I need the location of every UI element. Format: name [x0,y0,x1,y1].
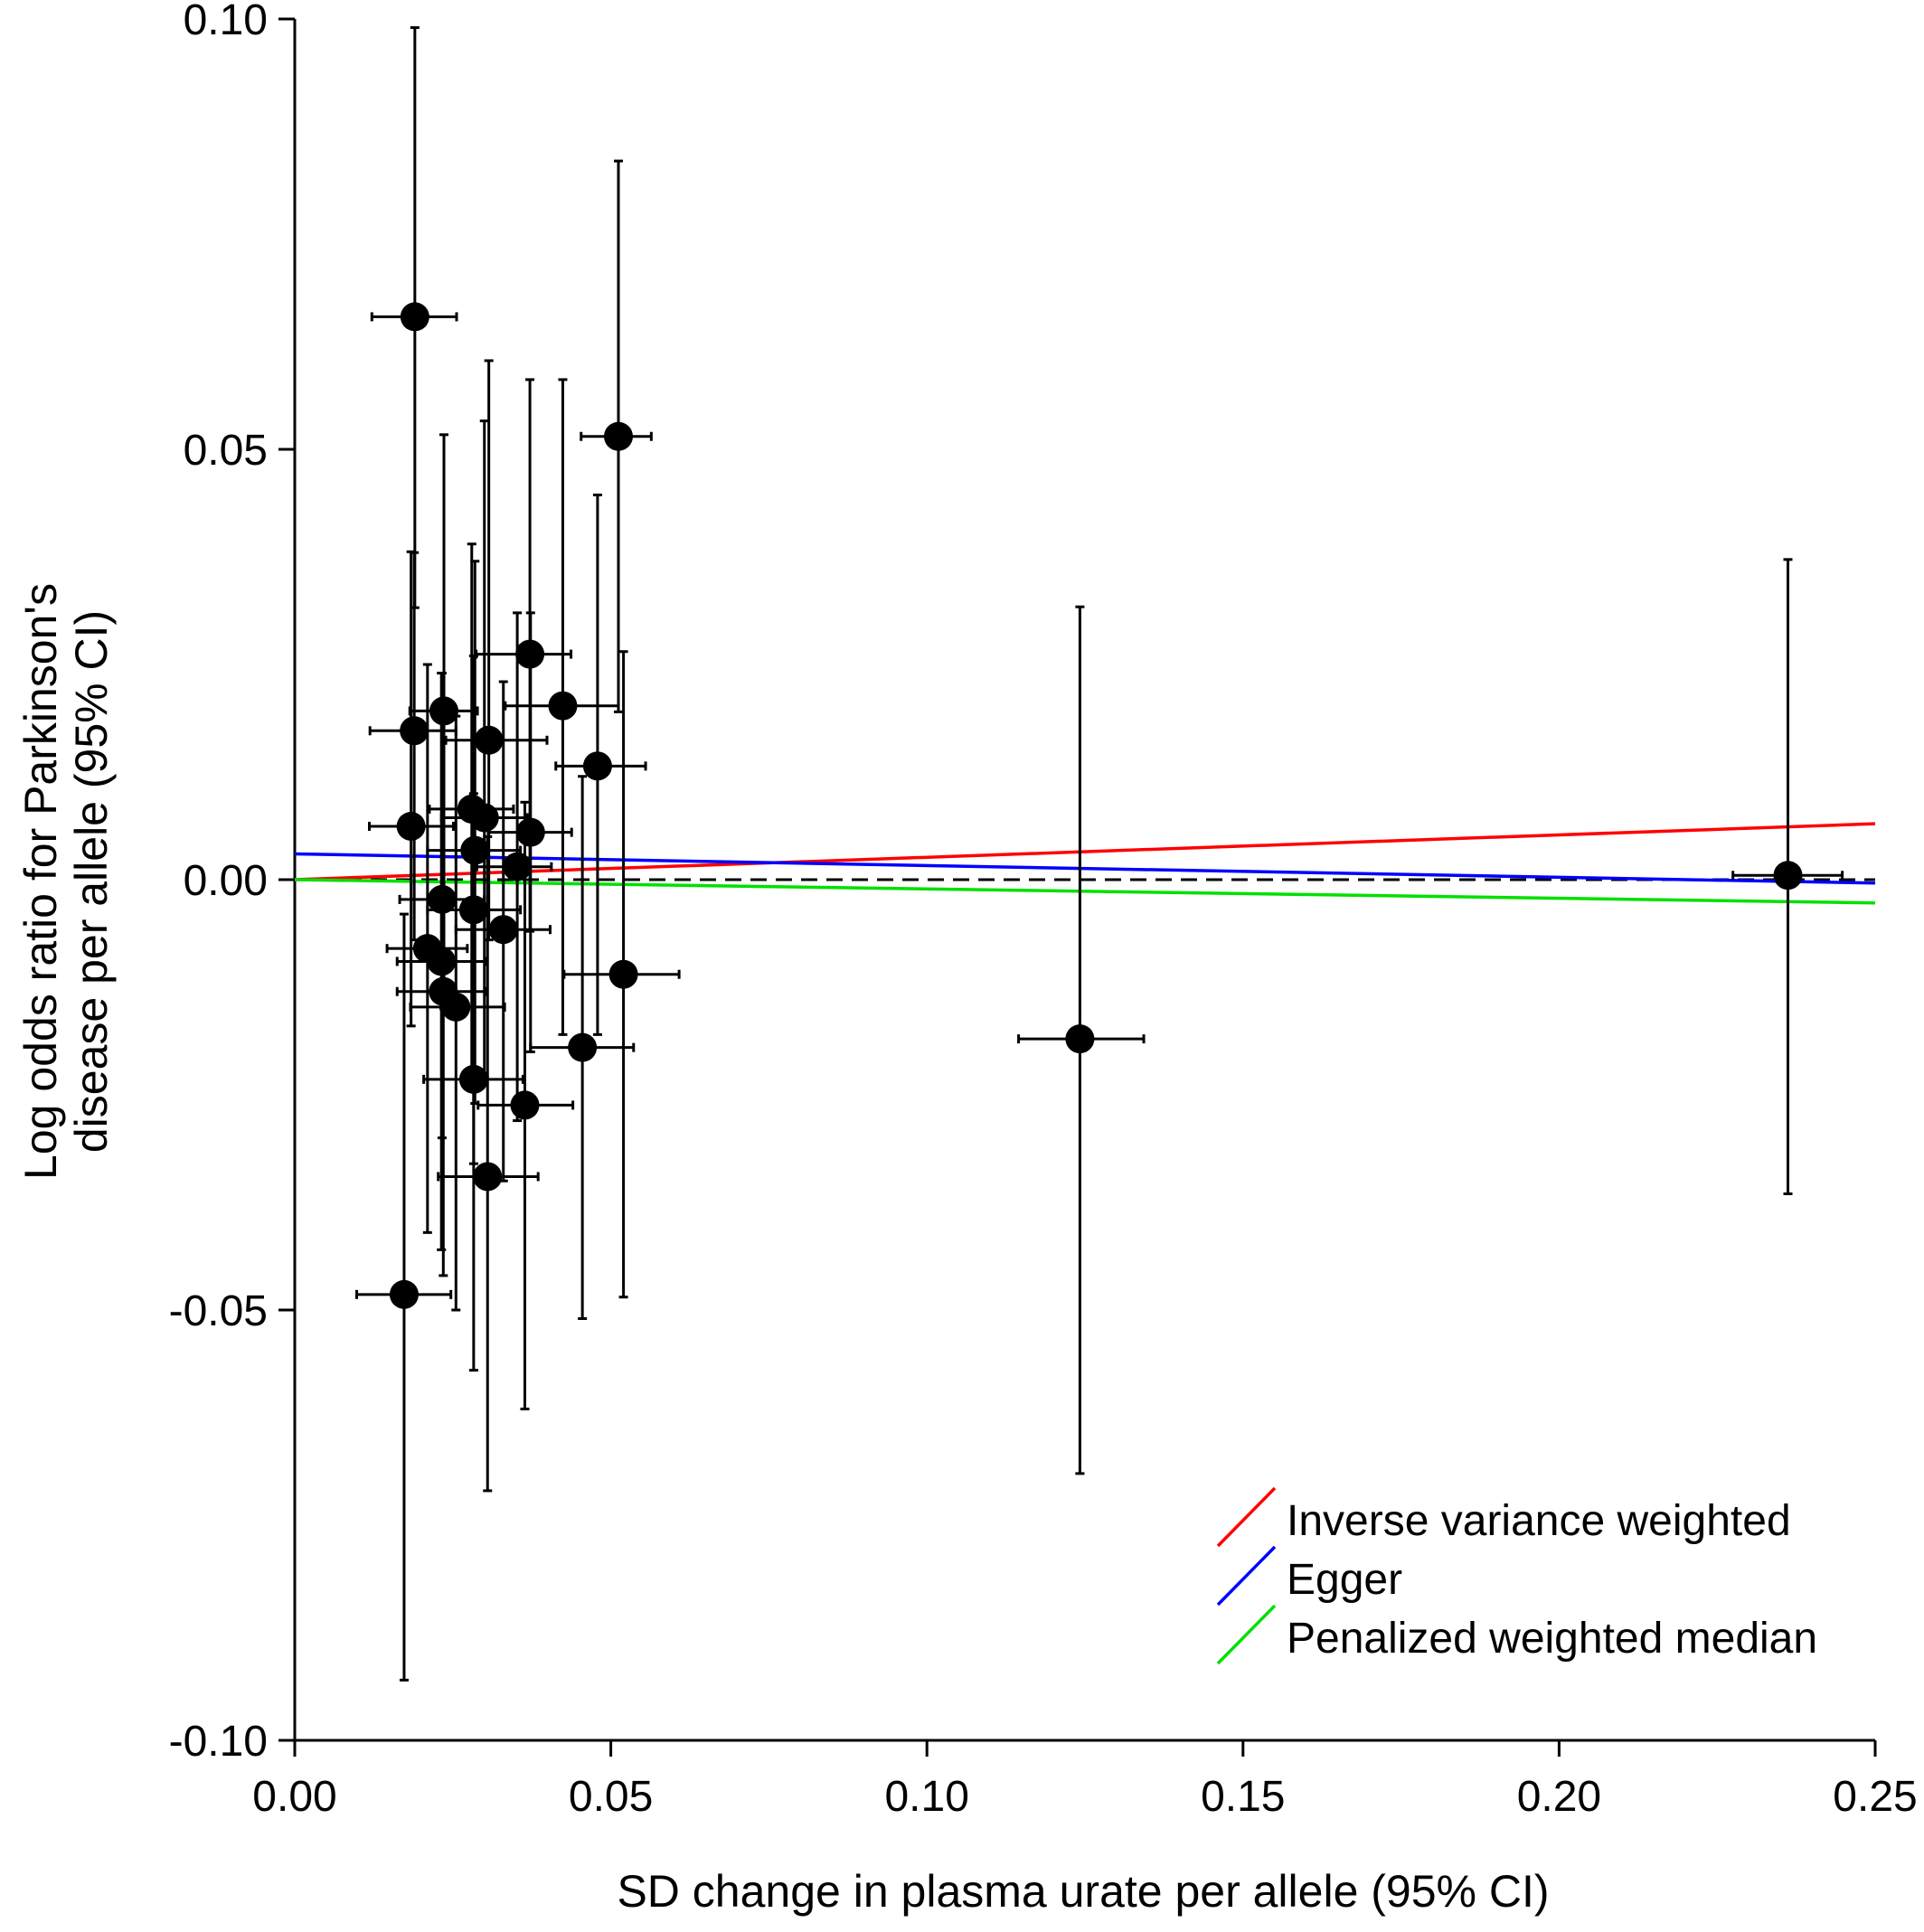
y-tick-label: 0.00 [184,857,268,905]
data-point [476,800,575,1410]
point-marker [427,947,457,976]
data-point [554,493,647,1036]
point-marker [568,1032,598,1062]
point-marker [515,817,545,847]
point-marker [488,915,518,945]
point-marker [503,852,533,881]
axes: -0.10 -0.05 0.00 0.05 0.10 0.00 0.05 0.10 0.15 0.… [169,0,1918,1821]
data-point [385,663,469,1234]
data-point [562,650,681,1299]
legend-label-penalized-weighted-median: Penalized weighted median [1287,1615,1817,1663]
data-point [486,611,573,1053]
point-marker [582,751,612,781]
fit-line-egger [294,852,1876,885]
legend-swatch-egger [1216,1545,1277,1607]
point-marker [400,302,429,332]
data-point [580,159,653,713]
data-point [504,378,620,1036]
point-marker [1773,861,1803,891]
data-point [422,792,524,1372]
point-marker [469,803,499,833]
y-tick-label: -0.10 [169,1718,268,1766]
fit-line-penalized-weighted-median [294,878,1876,905]
y-axis-label: Log odds ratio for Parkinson's disease p… [15,583,117,1180]
legend-label-egger: Egger [1287,1556,1402,1604]
point-marker [474,725,504,755]
x-tick-label: 0.15 [1201,1773,1285,1821]
data-points [355,26,1844,1682]
point-marker [396,811,426,841]
x-tick-label: 0.00 [252,1773,336,1821]
data-point [529,775,636,1321]
data-point [355,912,453,1682]
point-marker [510,1090,540,1120]
x-tick-label: 0.05 [569,1773,653,1821]
data-point [370,26,458,609]
data-point [409,714,506,1312]
point-marker [548,691,578,721]
fit-line-inverse-variance-weighted [294,822,1876,881]
fit-lines [294,822,1876,905]
point-marker [1065,1024,1095,1054]
point-marker [441,992,471,1022]
y-tick-label: 0.10 [184,0,268,44]
x-tick-label: 0.25 [1833,1773,1917,1821]
y-axis-label-line-2: disease per allele (95% CI) [66,610,117,1153]
data-point [439,419,529,1079]
y-tick-label: 0.05 [184,427,268,475]
point-marker [473,1162,503,1192]
y-tick-label: -0.05 [169,1287,268,1335]
y-axis-label-line-1: Log odds ratio for Parkinson's [15,583,66,1180]
point-marker [608,959,638,989]
point-marker [603,421,633,451]
data-point [1731,558,1844,1195]
legend: Inverse variance weighted Egger Penalized … [1216,1486,1817,1665]
legend-label-inverse-variance-weighted: Inverse variance weighted [1287,1497,1791,1545]
data-point [1017,605,1146,1475]
data-point [368,550,455,1028]
point-marker [458,1064,488,1094]
legend-swatch-penalized-weighted-median [1216,1604,1277,1665]
x-tick-label: 0.10 [884,1773,968,1821]
legend-swatch-inverse-variance-weighted [1216,1486,1277,1548]
point-marker [389,1279,419,1309]
x-axis-label: SD change in plasma urate per allele (95… [617,1866,1549,1917]
point-marker [400,716,429,746]
data-point [437,834,540,1493]
x-tick-label: 0.20 [1517,1773,1601,1821]
